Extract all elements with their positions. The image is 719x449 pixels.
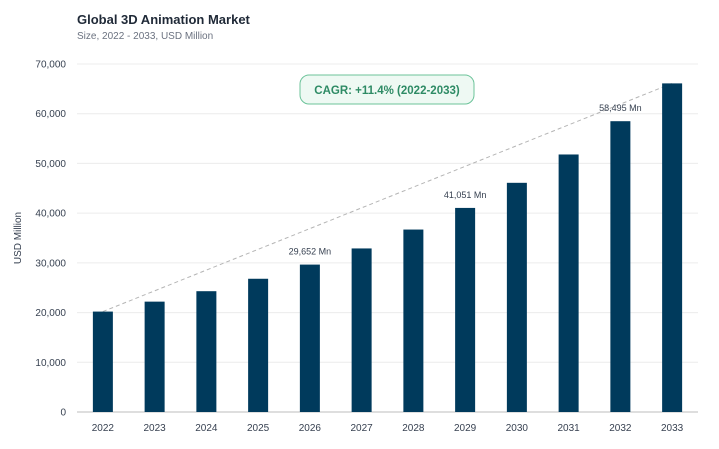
bar-2028 (403, 229, 424, 412)
y-tick-label: 50,000 (35, 159, 66, 170)
x-tick-label: 2033 (661, 423, 684, 434)
y-tick-label: 70,000 (35, 60, 66, 71)
bar-2031 (558, 154, 579, 413)
bar-2026 (299, 264, 320, 412)
bar-2030 (506, 182, 527, 412)
bar-2025 (248, 278, 269, 412)
bar-2033 (662, 83, 683, 412)
x-tick-label: 2029 (454, 423, 477, 434)
x-tick-label: 2023 (144, 423, 167, 434)
x-tick-label: 2025 (247, 423, 270, 434)
data-label: 58,495 Mn (599, 103, 642, 113)
x-tick-label: 2031 (558, 423, 581, 434)
data-label: 41,051 Mn (444, 190, 487, 200)
bars (92, 83, 683, 413)
x-tick-label: 2022 (92, 423, 115, 434)
x-tick-label: 2027 (351, 423, 374, 434)
x-tick-label: 2026 (299, 423, 322, 434)
x-tick-label: 2032 (609, 423, 632, 434)
bar-2027 (351, 248, 372, 412)
cagr-annotation: CAGR: +11.4% (2022-2033) (299, 74, 475, 105)
y-axis-label: USD Million (13, 212, 24, 264)
y-tick-label: 0 (60, 408, 66, 419)
cagr-text: CAGR: +11.4% (2022-2033) (314, 85, 460, 97)
x-tick-label: 2028 (402, 423, 425, 434)
y-tick-label: 60,000 (35, 109, 66, 120)
y-tick-label: 10,000 (35, 358, 66, 369)
x-axis-ticks: 2022 2023 2024 2025 2026 2027 2028 2029 2030 2031… (92, 423, 684, 434)
bar-2024 (196, 291, 217, 412)
x-tick-label: 2024 (195, 423, 218, 434)
x-tick-label: 2030 (506, 423, 529, 434)
bar-2023 (144, 301, 165, 412)
y-axis-ticks: 0 10,000 20,000 30,000 40,000 50,000 60,000 70,… (35, 60, 66, 419)
chart-subtitle: Size, 2022 - 2033, USD Million (77, 31, 214, 42)
bar-2032 (610, 121, 631, 412)
data-label: 29,652 Mn (289, 247, 332, 257)
gridlines (77, 63, 698, 413)
data-labels: 29,652 Mn 41,051 Mn 58,495 Mn (289, 103, 642, 256)
y-tick-label: 20,000 (35, 308, 66, 319)
y-tick-label: 40,000 (35, 209, 66, 220)
bar-2029 (455, 207, 476, 412)
chart-title: Global 3D Animation Market (77, 12, 250, 27)
cagr-trend-line (102, 82, 673, 313)
y-tick-label: 30,000 (35, 258, 66, 269)
bar-2022 (92, 311, 113, 412)
